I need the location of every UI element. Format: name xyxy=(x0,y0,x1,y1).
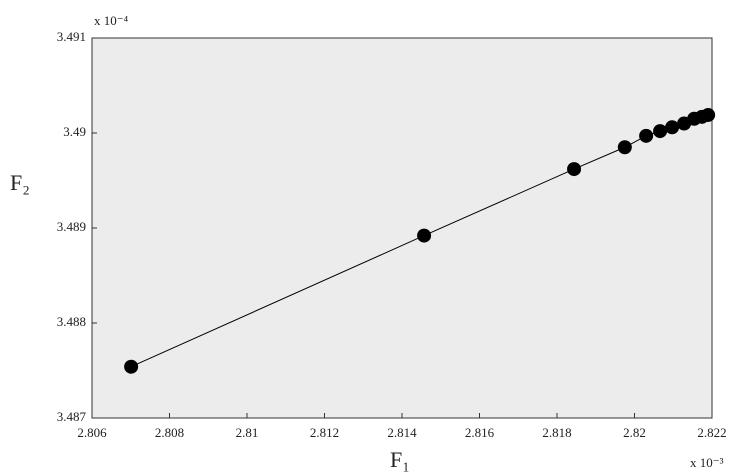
point xyxy=(617,140,632,155)
y-tick-label: 3.49 xyxy=(63,124,86,139)
point xyxy=(665,120,680,135)
point xyxy=(653,124,668,139)
x-axis-label: F₁ xyxy=(390,447,410,472)
x-tick-label: 2.816 xyxy=(465,425,495,440)
plot-area xyxy=(91,37,713,419)
point xyxy=(124,359,139,374)
x-tick-label: 2.814 xyxy=(387,425,417,440)
y-axis-label: F₂ xyxy=(10,170,30,195)
x-tick-label: 2.812 xyxy=(310,425,339,440)
x-tick-label: 2.822 xyxy=(697,425,726,440)
x-multiplier: x 10⁻³ xyxy=(690,455,724,470)
y-tick-label: 3.487 xyxy=(57,409,87,424)
x-tick-label: 2.808 xyxy=(155,425,184,440)
y-tick-label: 3.491 xyxy=(57,29,86,44)
x-tick-label: 2.806 xyxy=(77,425,107,440)
point xyxy=(701,107,716,122)
x-tick-label: 2.81 xyxy=(236,425,259,440)
y-tick-label: 3.489 xyxy=(57,219,86,234)
x-tick-label: 2.82 xyxy=(623,425,646,440)
point xyxy=(567,162,582,177)
y-tick-label: 3.488 xyxy=(57,314,86,329)
x-tick-label: 2.818 xyxy=(542,425,571,440)
point xyxy=(639,128,654,143)
point xyxy=(417,228,432,243)
y-multiplier: x 10⁻⁴ xyxy=(94,13,129,28)
